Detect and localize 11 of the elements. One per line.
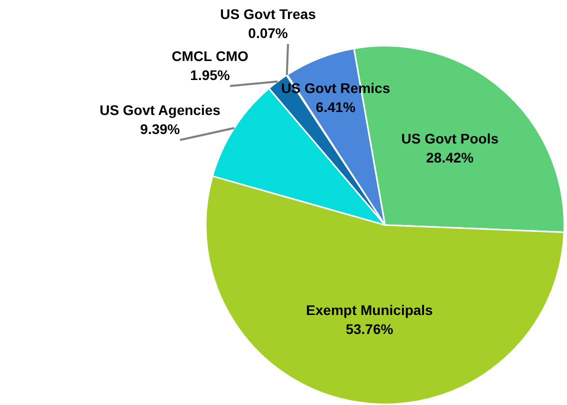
data-label: 53.76% xyxy=(346,321,394,338)
data-label: 28.42% xyxy=(426,150,474,166)
slice-label: Exempt Municipals xyxy=(306,302,434,318)
slice-label: US Govt Treas xyxy=(220,6,316,22)
data-label: 9.39% xyxy=(140,120,180,137)
slice-label: CMCL CMO xyxy=(172,48,248,64)
slice-label: US Govt Agencies xyxy=(100,102,221,118)
data-label: 6.41% xyxy=(316,98,356,115)
slice-label: US Govt Pools xyxy=(401,130,499,147)
data-label: 0.07% xyxy=(248,24,288,41)
data-label: 1.95% xyxy=(190,66,230,83)
